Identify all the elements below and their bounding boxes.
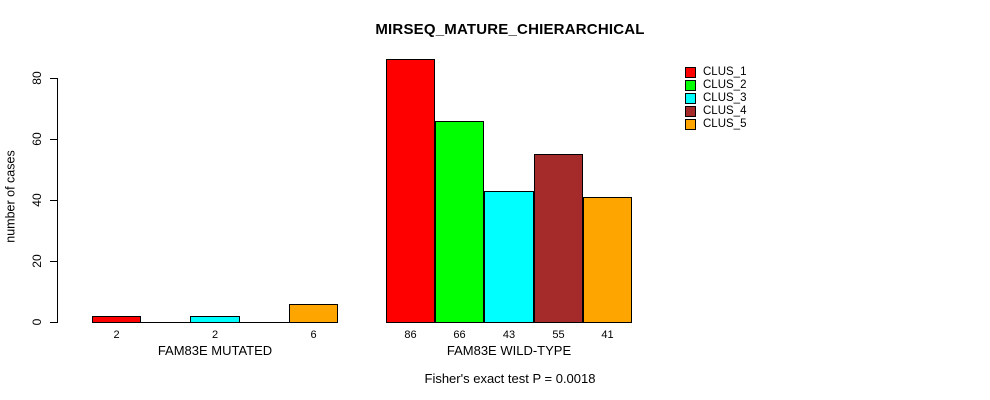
bar-clus_1-group1 [92, 316, 141, 323]
bar-value-label: 55 [552, 329, 565, 341]
y-tick [50, 322, 57, 323]
legend-item-clus_3: CLUS_3 [685, 92, 746, 105]
legend-swatch-clus_1 [685, 67, 696, 78]
legend-swatch-clus_5 [685, 119, 696, 130]
legend-swatch-clus_3 [685, 93, 696, 104]
bar-value-label: 41 [601, 329, 614, 341]
bar-value-label: 43 [502, 329, 516, 341]
y-tick [50, 261, 57, 262]
group-label-fam83e-wild-type: FAM83E WILD-TYPE [446, 343, 572, 358]
legend-swatch-clus_4 [685, 106, 696, 117]
y-tick-label: 0 [30, 318, 44, 326]
bar-value-label: 2 [211, 329, 219, 341]
legend: CLUS_1 CLUS_2 CLUS_3 CLUS_4 CLUS_5 [685, 66, 746, 131]
legend-label: CLUS_1 [703, 66, 747, 78]
legend-label: CLUS_3 [703, 92, 747, 104]
y-axis-label: number of cases [3, 150, 18, 243]
y-tick-label: 20 [30, 254, 44, 268]
legend-label: CLUS_4 [703, 105, 747, 117]
legend-item-clus_1: CLUS_1 [685, 66, 746, 79]
bar-clus_3-group1 [190, 316, 240, 323]
y-tick-label: 40 [30, 193, 44, 207]
footnote-pvalue: Fisher's exact test P = 0.0018 [424, 371, 596, 386]
bar-clus_2-group2 [435, 121, 484, 323]
legend-item-clus_2: CLUS_2 [685, 79, 746, 92]
chart-title: MIRSEQ_MATURE_CHIERARCHICAL [375, 21, 645, 38]
bar-clus_5-group1 [289, 304, 338, 323]
y-axis-line [57, 78, 58, 323]
legend-item-clus_4: CLUS_4 [685, 105, 746, 118]
y-tick [50, 139, 57, 140]
y-tick-label: 60 [30, 132, 44, 146]
bar-clus_4-group2 [534, 154, 583, 323]
y-tick-label: 80 [30, 71, 44, 85]
y-tick [50, 78, 57, 79]
group-label-fam83e-mutated: FAM83E MUTATED [157, 343, 273, 358]
legend-label: CLUS_2 [703, 79, 747, 91]
bar-value-label: 2 [113, 329, 120, 341]
bar-clus_5-group2 [583, 197, 632, 323]
bar-value-label: 6 [310, 329, 317, 341]
legend-label: CLUS_5 [703, 118, 747, 130]
bar-value-label: 86 [404, 329, 417, 341]
y-tick [50, 200, 57, 201]
bar-clus_1-group2 [386, 59, 435, 323]
bar-clus_3-group2 [484, 191, 534, 323]
legend-swatch-clus_2 [685, 80, 696, 91]
legend-item-clus_5: CLUS_5 [685, 118, 746, 131]
bar-value-label: 66 [453, 329, 466, 341]
